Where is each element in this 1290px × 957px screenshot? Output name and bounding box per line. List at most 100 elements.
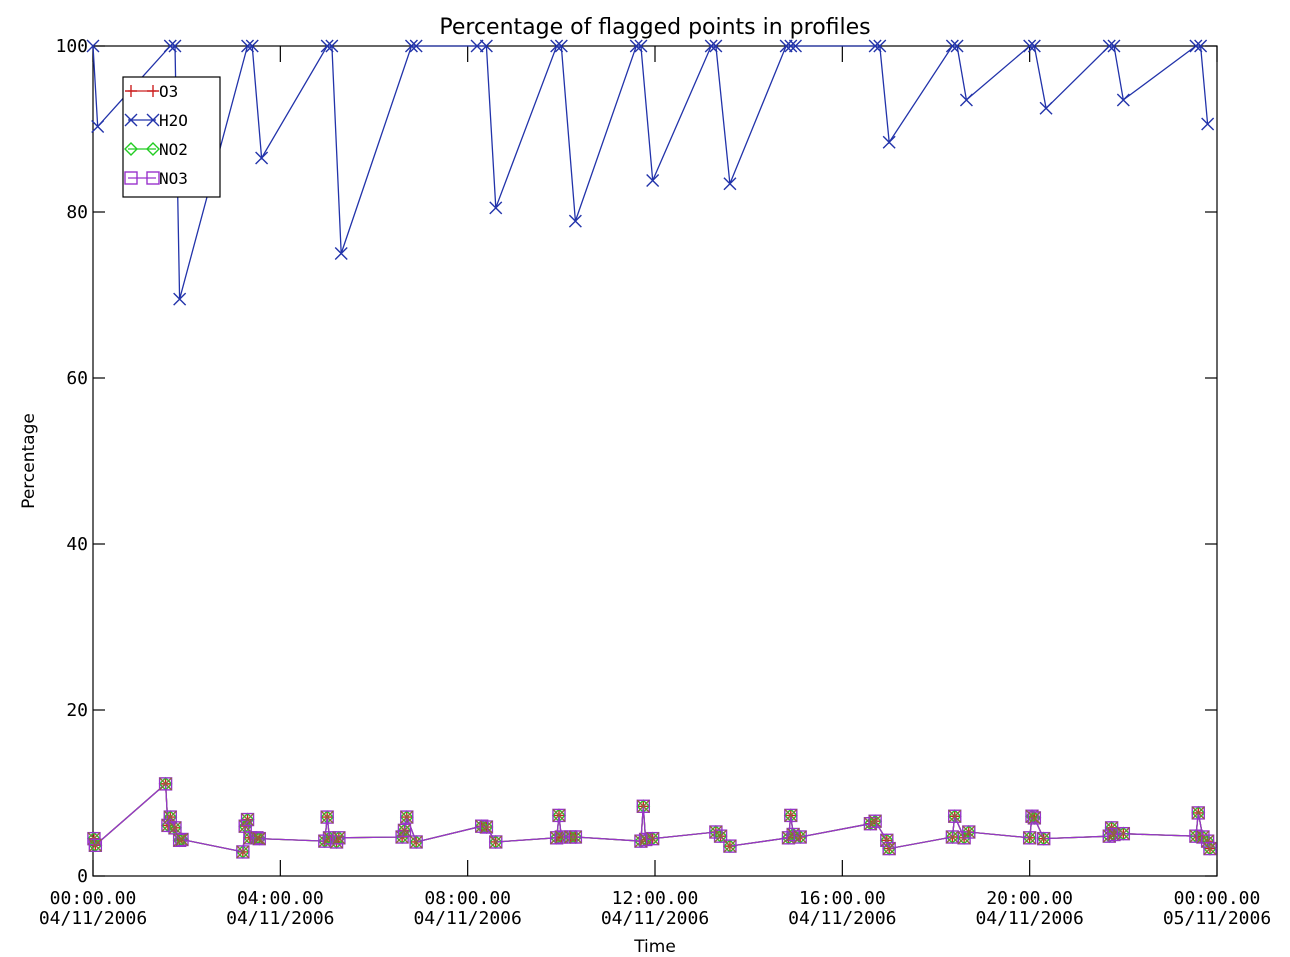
legend-label-o3: O3 bbox=[159, 82, 178, 101]
data-point-inner-no3 bbox=[1191, 806, 1205, 820]
x-tick-label-time: 16:00.00 bbox=[799, 888, 886, 909]
data-point-no3 bbox=[1191, 806, 1205, 820]
data-point-no3 bbox=[1196, 830, 1210, 844]
data-point-inner-no3 bbox=[332, 831, 346, 845]
data-point-inner-no3 bbox=[793, 830, 807, 844]
legend-entry-no2: NO2 bbox=[124, 140, 188, 159]
data-point-h2o bbox=[173, 292, 187, 306]
data-point-inner-no3 bbox=[236, 845, 250, 859]
data-point-no3 bbox=[948, 809, 962, 823]
data-point-h2o bbox=[945, 39, 959, 53]
data-point-inner-no3 bbox=[163, 810, 177, 824]
legend-entry-o3: O3 bbox=[125, 82, 178, 101]
data-point-h2o bbox=[1023, 39, 1037, 53]
legend-marker-h2o bbox=[124, 113, 138, 127]
data-point-h2o bbox=[784, 39, 798, 53]
data-point-no3 bbox=[322, 831, 337, 845]
data-point-h2o bbox=[1201, 117, 1215, 131]
data-point-no3 bbox=[489, 835, 503, 849]
data-point-no3 bbox=[1116, 826, 1131, 841]
series-h2o bbox=[86, 39, 1215, 306]
y-tick-label: 100 bbox=[55, 36, 88, 57]
x-tick-label-date: 04/11/2006 bbox=[975, 908, 1083, 929]
data-point-no3 bbox=[793, 830, 807, 844]
data-point-no3 bbox=[240, 812, 255, 827]
x-tick-label-time: 08:00.00 bbox=[424, 888, 511, 909]
data-point-inner-no3 bbox=[868, 814, 882, 828]
legend-marker-o3 bbox=[147, 85, 159, 97]
legend-marker-no3 bbox=[146, 171, 160, 185]
data-point-h2o bbox=[1189, 39, 1203, 53]
data-point-inner-no3 bbox=[175, 832, 189, 846]
data-point-no3 bbox=[320, 810, 334, 824]
data-point-no3 bbox=[250, 831, 264, 845]
y-axis-label: Percentage bbox=[19, 413, 39, 509]
y-axis: 0 20 40 60 80 100 bbox=[55, 36, 1217, 887]
data-point-h2o bbox=[163, 39, 177, 53]
legend: O3 H2O NO2 NO3 bbox=[122, 76, 221, 198]
data-point-h2o bbox=[554, 39, 568, 53]
data-point-h2o bbox=[1027, 39, 1041, 53]
data-point-inner-no3 bbox=[400, 810, 414, 824]
data-point-no3 bbox=[882, 841, 896, 856]
data-point-h2o bbox=[568, 214, 582, 228]
data-point-no3 bbox=[709, 825, 723, 839]
data-point-inner-no3 bbox=[241, 813, 255, 827]
data-point-inner-no3 bbox=[1116, 827, 1130, 841]
data-point-inner-no3 bbox=[159, 777, 173, 791]
data-point-inner-no3 bbox=[948, 809, 962, 823]
plot-frame bbox=[92, 45, 1218, 877]
data-point-inner-no3 bbox=[646, 832, 660, 846]
data-point-h2o bbox=[86, 39, 100, 53]
x-tick-label-time: 20:00.00 bbox=[986, 888, 1073, 909]
data-point-no3 bbox=[400, 810, 414, 824]
legend-marker-o3 bbox=[125, 85, 137, 97]
x-tick-label-time: 00:00.00 bbox=[1174, 888, 1261, 909]
data-point-inner-no3 bbox=[1027, 811, 1041, 825]
data-point-no3 bbox=[636, 799, 650, 813]
data-point-no3 bbox=[552, 808, 566, 823]
data-point-inner-no3 bbox=[882, 842, 896, 856]
data-point-no3 bbox=[158, 777, 173, 791]
data-point-inner-no3 bbox=[252, 832, 266, 846]
series-no3 bbox=[87, 777, 1217, 859]
series-line-h2o bbox=[92, 45, 1209, 300]
data-point-no3 bbox=[252, 831, 266, 846]
data-point-inner-no3 bbox=[636, 799, 650, 813]
data-point-inner-no3 bbox=[320, 810, 334, 824]
data-point-no3 bbox=[397, 823, 412, 838]
data-point-no3 bbox=[479, 820, 494, 834]
data-point-h2o bbox=[779, 39, 793, 53]
data-point-inner-no3 bbox=[397, 823, 411, 837]
data-point-h2o bbox=[91, 120, 105, 134]
legend-entry-h2o: H2O bbox=[124, 111, 188, 130]
y-tick-label: 20 bbox=[66, 700, 88, 721]
data-point-h2o bbox=[255, 151, 269, 165]
data-point-h2o bbox=[245, 39, 259, 53]
y-tick-label: 40 bbox=[66, 534, 88, 555]
data-point-h2o bbox=[723, 177, 737, 191]
data-point-inner-no3 bbox=[1203, 842, 1217, 856]
data-point-h2o bbox=[634, 39, 648, 53]
legend-label-h2o: H2O bbox=[159, 111, 188, 130]
data-point-h2o bbox=[646, 173, 660, 187]
data-point-no3 bbox=[332, 831, 346, 845]
data-point-no3 bbox=[175, 832, 189, 847]
data-point-h2o bbox=[873, 39, 887, 53]
data-point-inner-no3 bbox=[552, 808, 566, 822]
data-point-no3 bbox=[243, 831, 257, 845]
x-tick-label-date: 04/11/2006 bbox=[226, 908, 334, 929]
data-point-h2o bbox=[479, 39, 493, 53]
chart-title: Percentage of flagged points in profiles bbox=[439, 15, 870, 40]
data-point-no3 bbox=[645, 831, 660, 846]
data-point-no3 bbox=[172, 833, 187, 848]
legend-label-no3: NO3 bbox=[159, 169, 188, 188]
legend-marker-no2 bbox=[124, 142, 138, 156]
data-point-inner-no3 bbox=[564, 830, 578, 844]
data-point-no3 bbox=[713, 829, 728, 843]
x-tick-label-date: 04/11/2006 bbox=[788, 908, 896, 929]
data-point-inner-no3 bbox=[88, 838, 102, 852]
legend-box bbox=[122, 76, 221, 198]
data-point-h2o bbox=[1102, 39, 1116, 53]
